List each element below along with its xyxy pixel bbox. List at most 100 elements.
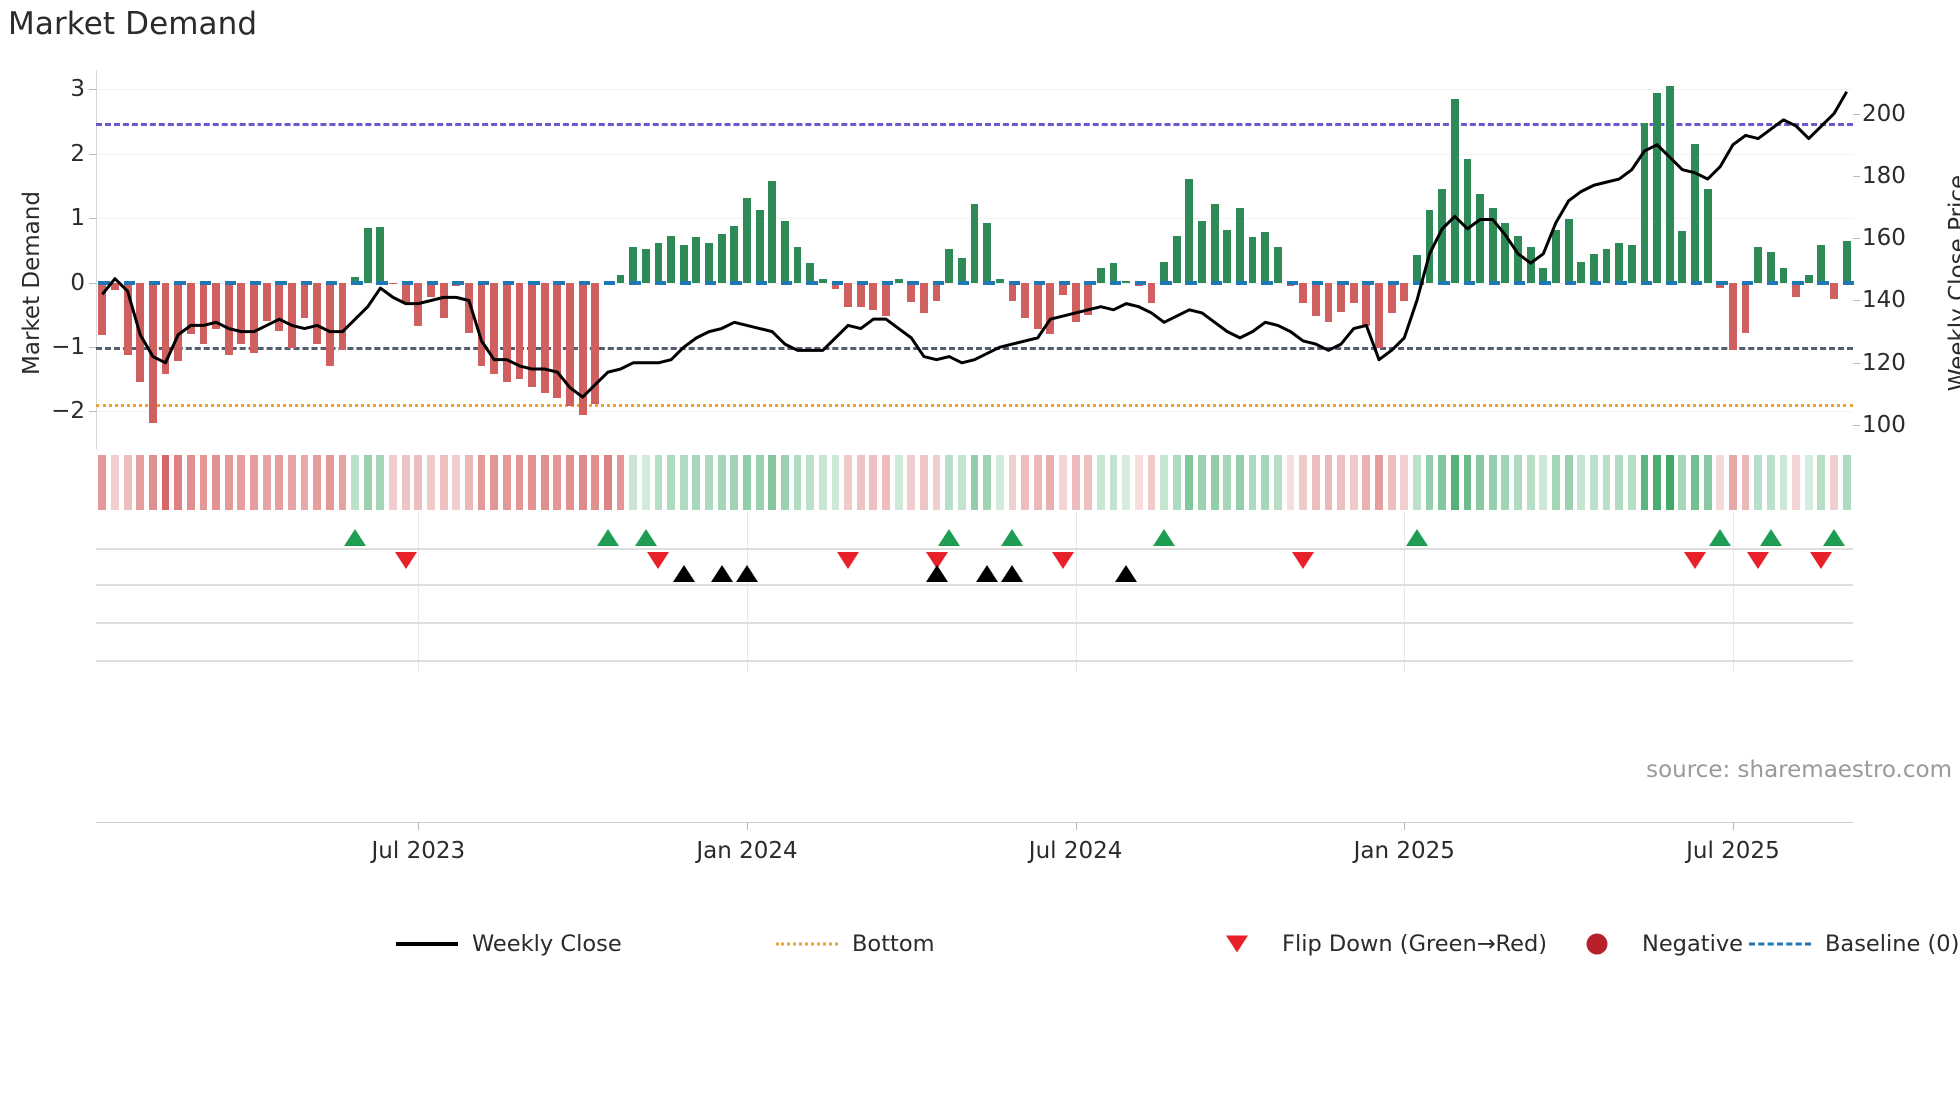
baseline-segment	[1589, 280, 1602, 285]
demand-bar	[983, 223, 992, 283]
baseline-segment	[1438, 280, 1450, 285]
demand-bar	[338, 282, 347, 351]
demand-bar	[553, 282, 562, 399]
heatmap-cell	[1779, 455, 1788, 510]
heatmap-cell	[1349, 455, 1358, 510]
marker-row-rule	[96, 584, 1853, 586]
triangle-down-swatch	[1200, 929, 1274, 959]
price-cross-marker-icon	[1001, 565, 1024, 582]
baseline-segment	[654, 280, 666, 285]
marker-panel-gridline	[1404, 512, 1406, 672]
heatmap-cell	[224, 455, 233, 510]
legend-item[interactable]: Bottom	[770, 925, 1200, 963]
heatmap-cell	[1210, 455, 1219, 510]
baseline-segment	[1185, 280, 1197, 285]
demand-bar	[641, 249, 650, 283]
baseline-segment	[1488, 280, 1501, 285]
heatmap-cell	[1602, 455, 1611, 510]
demand-bar	[1210, 203, 1219, 283]
heatmap-cell	[237, 455, 246, 510]
heatmap-cell	[1438, 455, 1447, 510]
y-axis-right-tickmark	[1853, 113, 1860, 115]
heatmap-cell	[288, 455, 296, 510]
heatmap-cell	[439, 455, 448, 510]
marker-panel-gridline	[1075, 512, 1077, 672]
heatmap-cell	[1008, 455, 1017, 510]
demand-bar	[186, 282, 195, 335]
y-axis-left-tickmark	[89, 89, 96, 91]
heatmap-cell	[1400, 455, 1409, 510]
demand-bar	[439, 282, 448, 318]
baseline-segment	[1691, 280, 1703, 285]
heatmap-cell	[566, 455, 574, 510]
heatmap-cell	[1324, 455, 1333, 510]
baseline-segment	[502, 280, 515, 285]
dashed-line-swatch	[1743, 929, 1817, 959]
heatmap-cell	[98, 455, 107, 510]
demand-bar	[1349, 282, 1358, 304]
heatmap-cell	[313, 455, 322, 510]
legend-item[interactable]: Negative	[1560, 925, 1743, 963]
legend-item[interactable]: Flip Down (Green→Red)	[1200, 925, 1560, 963]
heatmap-cell	[1273, 455, 1282, 510]
demand-bar	[1008, 282, 1017, 301]
demand-bar	[692, 237, 701, 283]
baseline-segment	[1387, 280, 1400, 285]
baseline-segment	[1210, 280, 1223, 285]
baseline-segment	[1134, 280, 1147, 285]
demand-bar	[325, 282, 334, 367]
flip-up-marker-icon	[1405, 529, 1428, 546]
demand-bar	[1172, 236, 1181, 283]
baseline-segment	[1059, 280, 1071, 285]
demand-bar	[199, 282, 208, 344]
demand-bar	[1640, 122, 1649, 283]
legend-label: Weekly Close	[472, 931, 622, 957]
demand-bar	[1754, 247, 1763, 283]
marker-panel-gridline	[746, 512, 748, 672]
y-axis-left-tickmark	[89, 346, 96, 348]
heatmap-cell	[174, 455, 183, 510]
y-axis-right-tickmark	[1853, 300, 1860, 302]
demand-bar	[1299, 282, 1308, 304]
x-axis-tick: Jul 2023	[371, 838, 466, 864]
x-axis-line	[96, 822, 1853, 823]
heatmap-cell	[1160, 455, 1168, 510]
heatmap-cell	[1539, 455, 1548, 510]
heatmap-cell	[111, 455, 119, 510]
demand-bar	[907, 282, 916, 302]
heatmap-cell	[1311, 455, 1320, 510]
heatmap-cell	[212, 455, 220, 510]
heatmap-cell	[464, 455, 473, 510]
baseline-segment	[1640, 280, 1652, 285]
demand-bar	[743, 197, 751, 283]
legend-item[interactable]: Weekly Close	[390, 925, 770, 963]
demand-bar	[351, 277, 360, 283]
marker-row-rule	[96, 548, 1853, 550]
baseline-segment	[1362, 280, 1374, 285]
demand-bar	[1817, 245, 1826, 283]
heatmap-cell	[1665, 455, 1674, 510]
demand-bar	[262, 282, 271, 322]
demand-bar	[1602, 249, 1611, 283]
demand-bar	[515, 282, 524, 380]
demand-bar	[1488, 208, 1497, 283]
heatmap-cell	[920, 455, 928, 510]
baseline-segment	[730, 280, 742, 285]
heatmap-cell	[199, 455, 208, 510]
price-cross-marker-icon	[976, 565, 999, 582]
demand-bar	[1728, 282, 1737, 351]
baseline-segment	[1286, 280, 1298, 285]
demand-bar	[401, 282, 410, 302]
y-axis-left-label: Market Demand	[19, 191, 45, 375]
demand-bar	[1577, 261, 1586, 283]
demand-bar	[629, 247, 638, 283]
baseline-segment	[1716, 280, 1728, 285]
heatmap-cell	[1615, 455, 1624, 510]
chart-legend: Weekly Close Bottom Flip Down (Green→Red) N…	[390, 925, 1959, 963]
legend-item[interactable]: Baseline (0)	[1743, 925, 1959, 963]
dotted-line-swatch	[770, 929, 844, 959]
baseline-segment	[1766, 280, 1779, 285]
heatmap-cell	[502, 455, 511, 510]
demand-bar	[818, 279, 827, 283]
demand-bar	[174, 282, 183, 362]
